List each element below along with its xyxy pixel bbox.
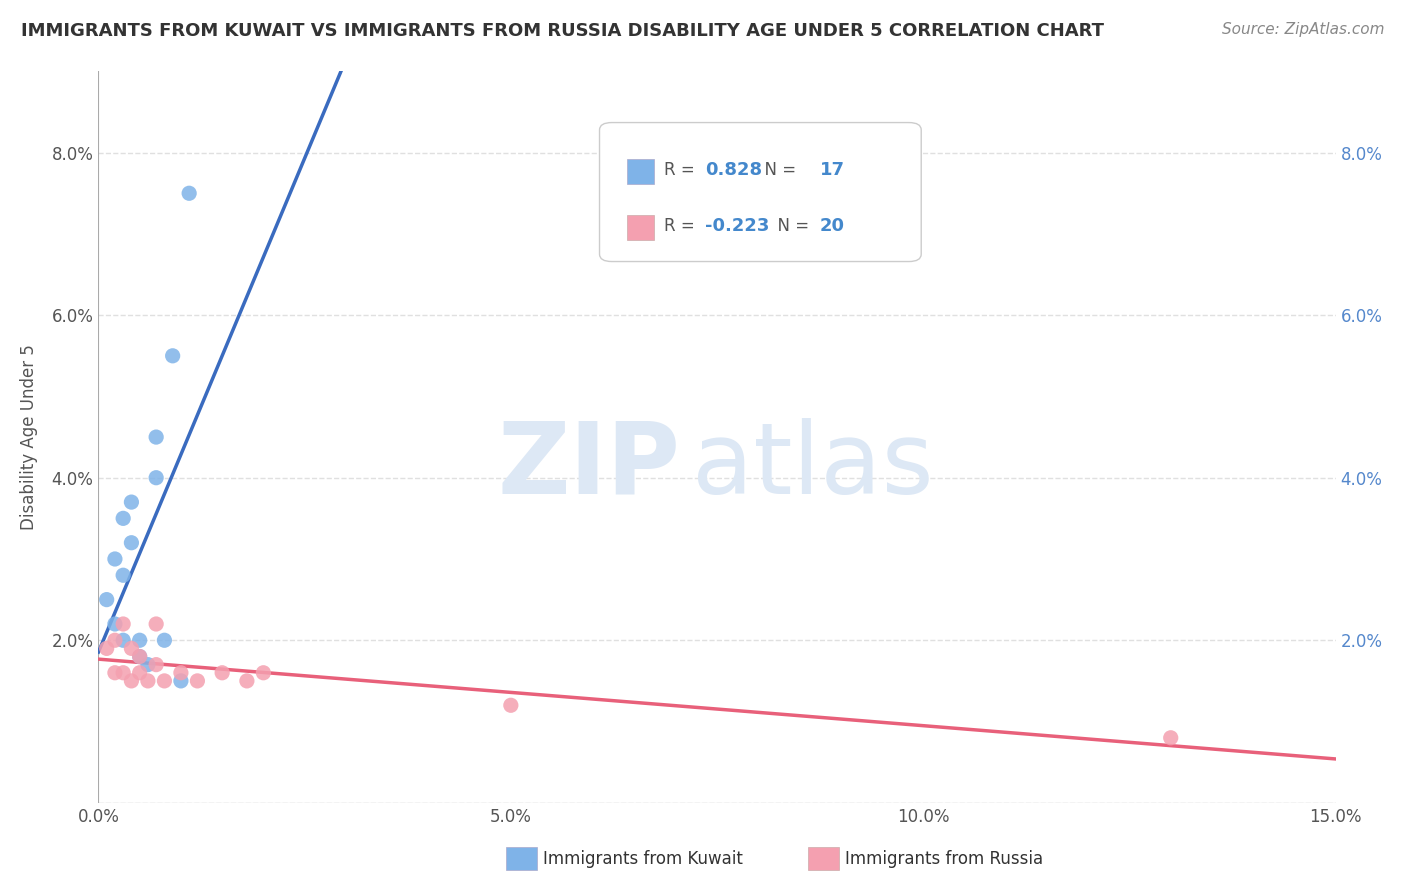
Text: atlas: atlas xyxy=(692,417,934,515)
Point xyxy=(153,673,176,688)
Text: 20: 20 xyxy=(820,217,845,235)
Point xyxy=(145,617,167,632)
Point xyxy=(96,641,118,656)
Point xyxy=(120,495,142,509)
Point xyxy=(112,568,135,582)
Point xyxy=(120,673,142,688)
Point xyxy=(136,673,159,688)
Y-axis label: Disability Age Under 5: Disability Age Under 5 xyxy=(20,344,38,530)
Point xyxy=(153,633,176,648)
FancyBboxPatch shape xyxy=(627,159,654,185)
Point xyxy=(1160,731,1182,745)
FancyBboxPatch shape xyxy=(627,215,654,240)
Point xyxy=(104,552,127,566)
Point xyxy=(499,698,522,713)
Text: N =: N = xyxy=(754,161,801,178)
Point xyxy=(104,617,127,632)
Point xyxy=(104,665,127,680)
Point xyxy=(136,657,159,672)
Point xyxy=(128,649,150,664)
Point xyxy=(128,633,150,648)
Text: -0.223: -0.223 xyxy=(704,217,769,235)
Text: R =: R = xyxy=(664,161,700,178)
Point xyxy=(128,665,150,680)
Text: ZIP: ZIP xyxy=(498,417,681,515)
Point xyxy=(96,592,118,607)
Point xyxy=(162,349,184,363)
Point xyxy=(128,649,150,664)
Text: 0.828: 0.828 xyxy=(704,161,762,178)
Point xyxy=(112,665,135,680)
Point xyxy=(112,633,135,648)
Point xyxy=(252,665,274,680)
Text: R =: R = xyxy=(664,217,700,235)
Point xyxy=(211,665,233,680)
Point xyxy=(112,511,135,525)
FancyBboxPatch shape xyxy=(599,122,921,261)
Point xyxy=(112,617,135,632)
Text: Source: ZipAtlas.com: Source: ZipAtlas.com xyxy=(1222,22,1385,37)
Text: 17: 17 xyxy=(820,161,845,178)
Point xyxy=(170,673,193,688)
Text: N =: N = xyxy=(766,217,814,235)
Point xyxy=(120,641,142,656)
Point xyxy=(186,673,208,688)
Point xyxy=(145,430,167,444)
Text: Immigrants from Kuwait: Immigrants from Kuwait xyxy=(543,850,742,868)
Point xyxy=(120,535,142,549)
Text: IMMIGRANTS FROM KUWAIT VS IMMIGRANTS FROM RUSSIA DISABILITY AGE UNDER 5 CORRELAT: IMMIGRANTS FROM KUWAIT VS IMMIGRANTS FRO… xyxy=(21,22,1104,40)
Point xyxy=(145,471,167,485)
Point xyxy=(179,186,201,201)
Point xyxy=(145,657,167,672)
Text: Immigrants from Russia: Immigrants from Russia xyxy=(845,850,1043,868)
Point xyxy=(236,673,259,688)
Point xyxy=(104,633,127,648)
Point xyxy=(170,665,193,680)
